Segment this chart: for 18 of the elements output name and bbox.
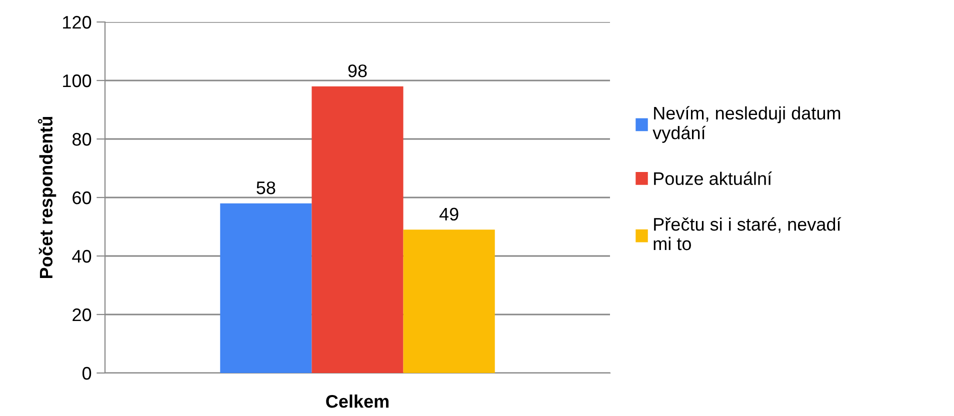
bar <box>220 203 312 373</box>
y-tick-label: 60 <box>72 191 92 204</box>
y-tick-label: 120 <box>63 16 92 29</box>
y-tick-label: 20 <box>72 308 92 322</box>
legend-label: Nevím, nesleduji datum vydání <box>652 106 840 143</box>
y-tick-label: 0 <box>82 366 92 380</box>
y-tick-label: 80 <box>72 132 92 146</box>
bar <box>403 230 495 373</box>
legend-label: Pouze aktuální <box>654 172 772 186</box>
y-tick-label: 100 <box>63 74 92 88</box>
x-axis-title: Celkem <box>326 394 388 408</box>
y-tick-label: 40 <box>72 250 92 263</box>
data-label: 98 <box>348 64 367 78</box>
y-axis-title: Počet respondentů <box>38 116 56 278</box>
bar <box>312 86 404 373</box>
data-label: 58 <box>256 181 276 194</box>
data-label: 49 <box>439 208 458 221</box>
legend-label: Přečtu si i staré, nevadí mi to <box>654 217 842 250</box>
